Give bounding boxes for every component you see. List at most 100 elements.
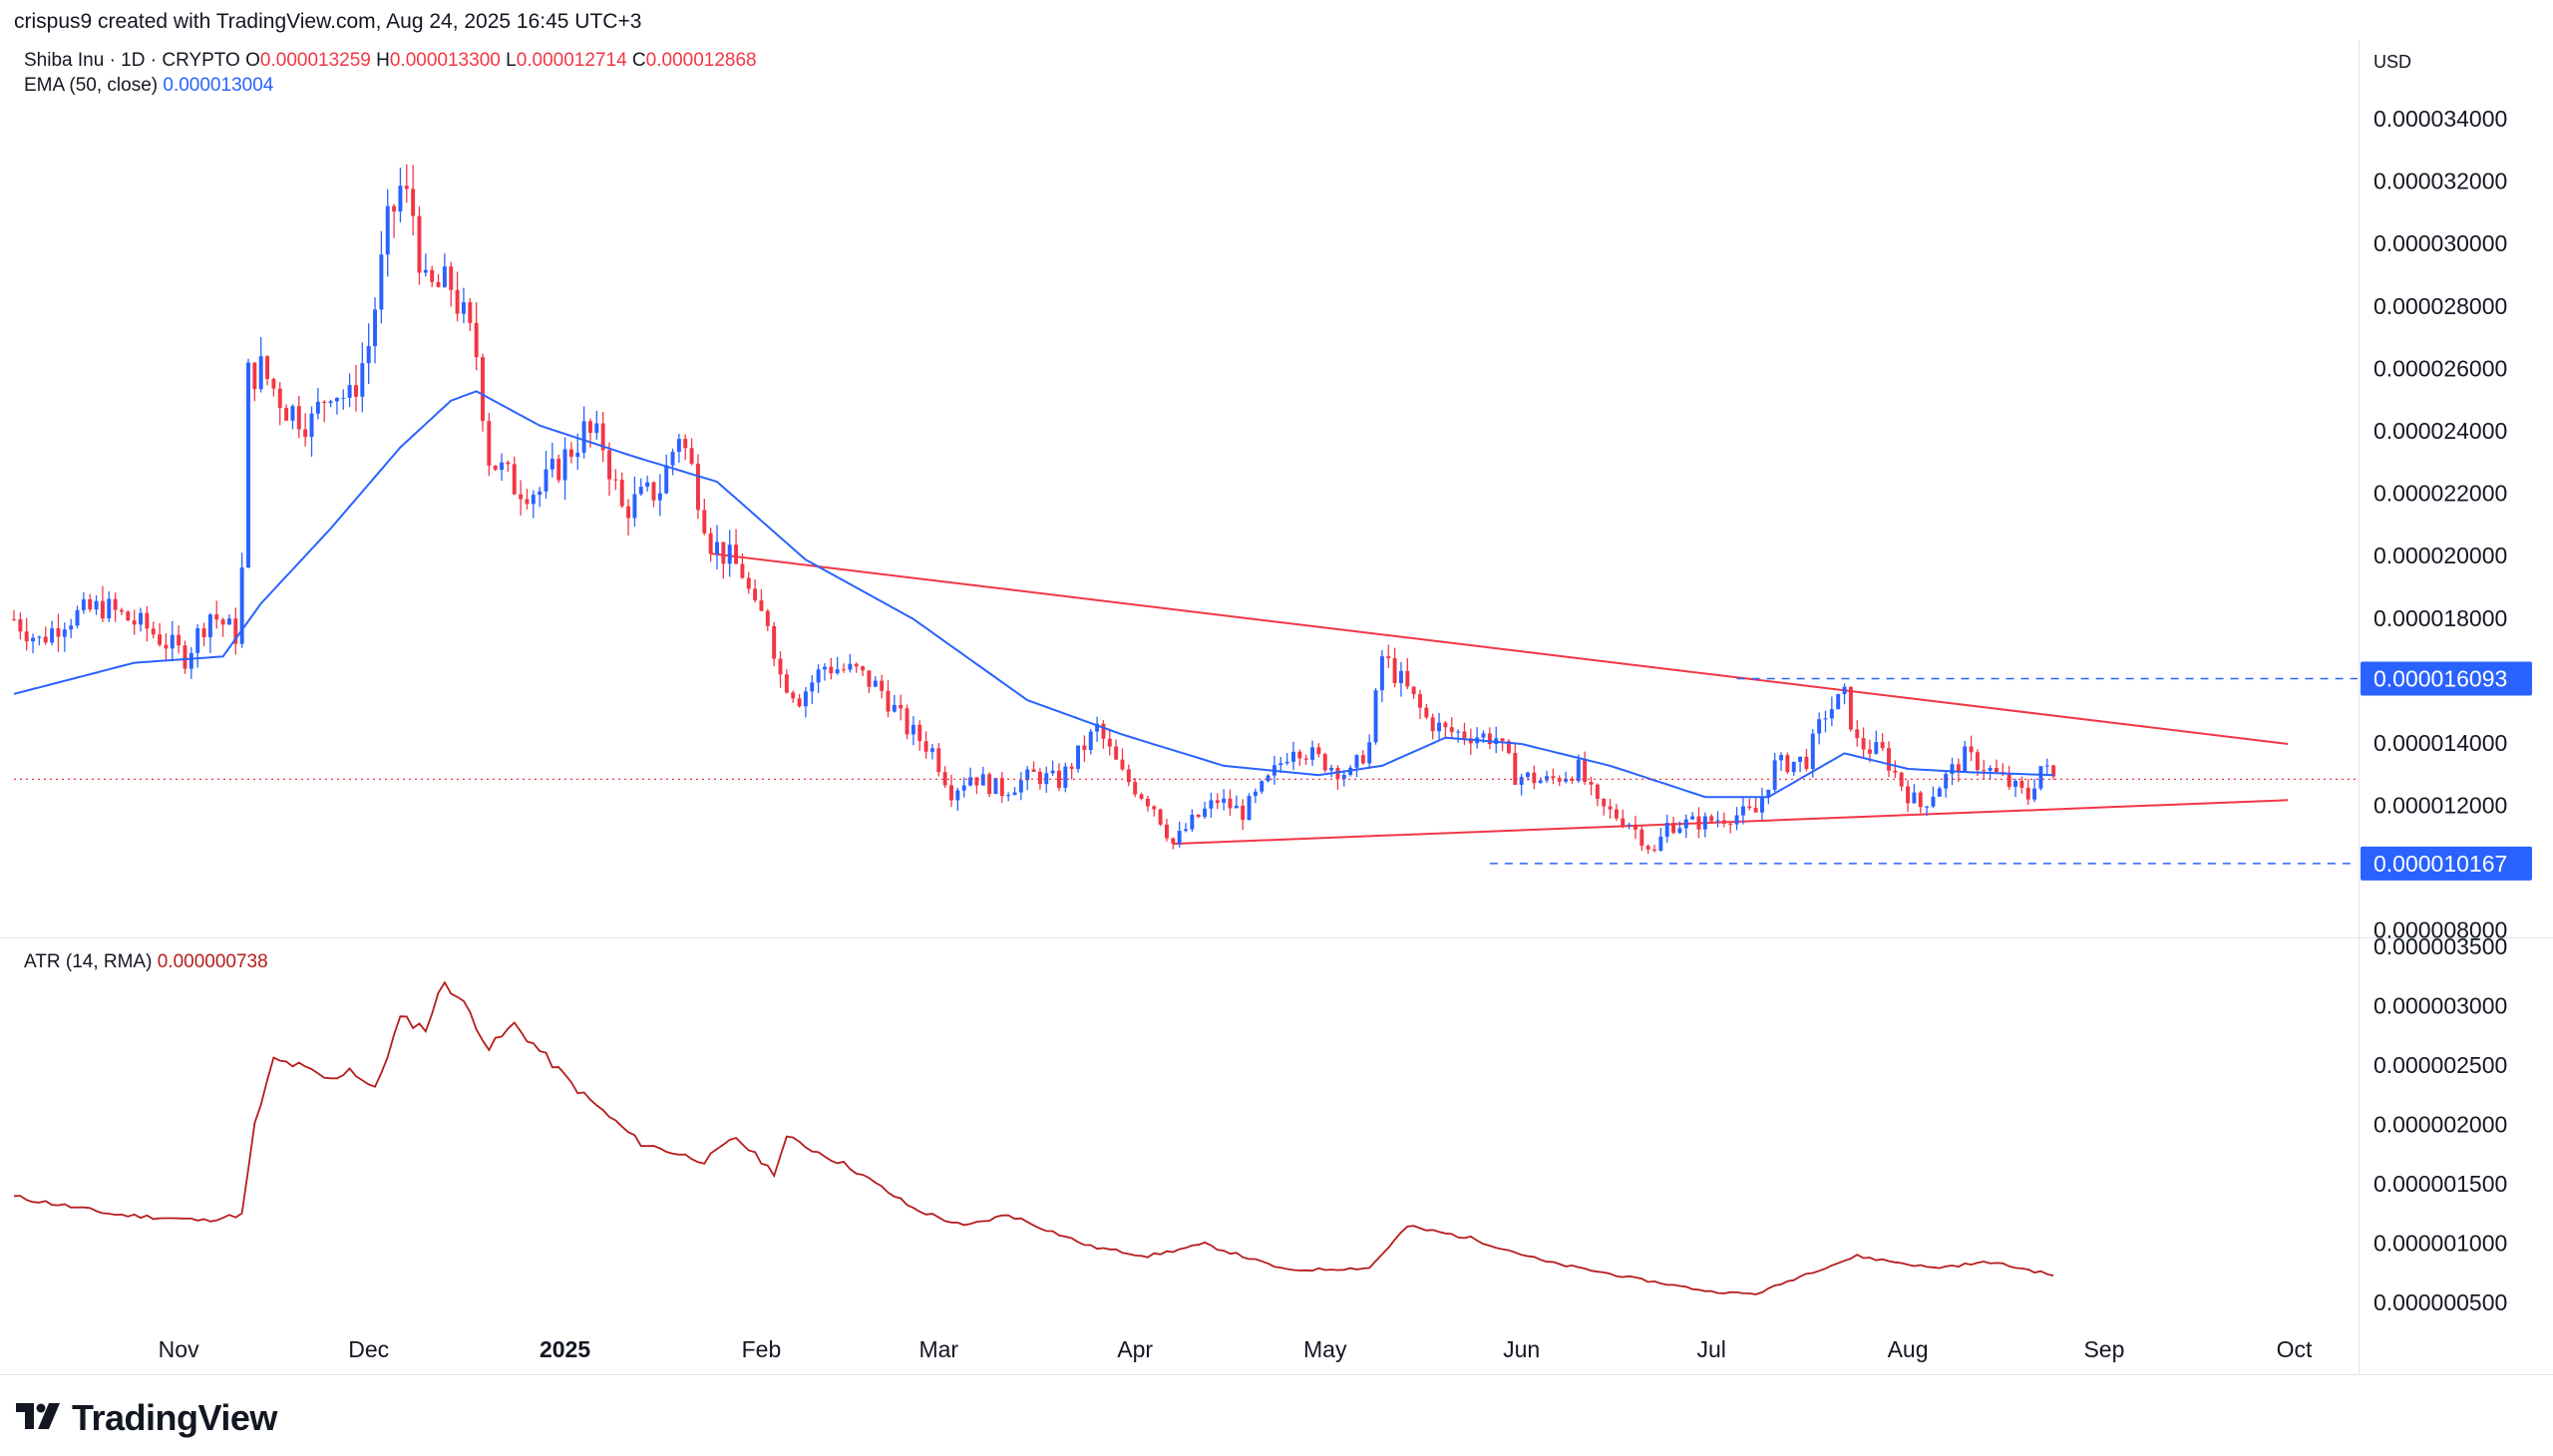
candle-body-2025-06-05[interactable] <box>1545 776 1549 781</box>
candle-body-2025-04-22[interactable] <box>1266 775 1271 782</box>
candle-body-2025-03-14[interactable] <box>1018 780 1023 793</box>
candle-body-2025-08-19[interactable] <box>2019 780 2024 788</box>
candle-body-2025-05-18[interactable] <box>1430 717 1435 732</box>
candle-body-2024-12-20[interactable] <box>487 421 492 466</box>
candle-body-2025-07-12[interactable] <box>1779 755 1783 761</box>
candle-body-2025-08-14[interactable] <box>1988 767 1993 771</box>
candle-body-2025-07-31[interactable] <box>1899 772 1904 787</box>
candle-body-2025-08-01[interactable] <box>1906 786 1911 804</box>
candle-body-2024-10-11[interactable] <box>43 636 48 643</box>
candle-body-2024-10-09[interactable] <box>31 637 36 642</box>
candle-body-2025-07-13[interactable] <box>1785 755 1790 773</box>
candle-body-2024-10-07[interactable] <box>18 619 23 632</box>
candle-body-2025-07-29[interactable] <box>1887 748 1891 771</box>
candle-body-2024-12-18[interactable] <box>474 322 479 358</box>
candle-body-2025-05-12[interactable] <box>1392 658 1397 684</box>
candle-body-2025-03-07[interactable] <box>974 777 979 786</box>
candle-body-2025-03-26[interactable] <box>1095 723 1100 732</box>
candle-body-2025-02-09[interactable] <box>810 682 815 692</box>
candle-body-2025-05-15[interactable] <box>1411 686 1416 695</box>
candle-body-2025-08-12[interactable] <box>1975 752 1980 771</box>
candle-body-2024-12-14[interactable] <box>449 266 454 290</box>
candle-body-2025-03-06[interactable] <box>968 777 973 786</box>
candle-body-2025-08-05[interactable] <box>1931 796 1936 807</box>
candle-body-2025-04-14[interactable] <box>1215 800 1220 804</box>
candle-body-2025-07-18[interactable] <box>1817 719 1822 734</box>
candle-body-2025-06-09[interactable] <box>1570 778 1575 782</box>
candle-body-2025-04-27[interactable] <box>1297 751 1302 759</box>
candle-body-2024-11-23[interactable] <box>315 401 320 414</box>
candle-body-2025-02-27[interactable] <box>923 741 928 752</box>
candle-body-2025-03-28[interactable] <box>1107 738 1112 747</box>
atr-line[interactable] <box>13 980 2054 1295</box>
candle-body-2024-12-24[interactable] <box>512 464 517 495</box>
candle-body-2025-08-04[interactable] <box>1925 806 1930 808</box>
candle-body-2025-05-19[interactable] <box>1437 722 1442 732</box>
candle-body-2025-08-08[interactable] <box>1950 764 1955 775</box>
candle-body-2024-11-09[interactable] <box>226 618 231 625</box>
candle-body-2024-11-20[interactable] <box>296 406 301 430</box>
candle-body-2025-03-02[interactable] <box>942 772 947 786</box>
candle-body-2025-08-03[interactable] <box>1918 792 1923 808</box>
candle-body-2025-06-02[interactable] <box>1526 772 1530 778</box>
candle-body-2025-04-10[interactable] <box>1190 814 1195 830</box>
candle-body-2025-01-05[interactable] <box>588 421 592 434</box>
candle-body-2024-10-10[interactable] <box>37 636 42 638</box>
candle-body-2025-02-12[interactable] <box>829 666 834 674</box>
candle-body-2025-03-05[interactable] <box>961 785 966 791</box>
candle-body-2025-07-09[interactable] <box>1760 797 1764 813</box>
candle-body-2025-02-16[interactable] <box>854 663 859 667</box>
candle-body-2025-07-11[interactable] <box>1772 760 1777 790</box>
candle-body-2025-06-10[interactable] <box>1576 759 1581 782</box>
candle-body-2024-11-12[interactable] <box>246 362 250 568</box>
candle-body-2024-10-27[interactable] <box>145 612 150 629</box>
candle-body-2024-11-10[interactable] <box>233 618 238 644</box>
candle-body-2024-12-16[interactable] <box>461 302 466 314</box>
atr-legend[interactable]: ATR (14, RMA) 0.000000738 <box>24 951 268 973</box>
candle-body-2025-08-20[interactable] <box>2025 787 2030 800</box>
candle-body-2024-10-18[interactable] <box>88 598 93 610</box>
candle-body-2025-06-20[interactable] <box>1640 829 1644 847</box>
candle-body-2025-02-23[interactable] <box>899 704 904 709</box>
candle-body-2025-07-21[interactable] <box>1836 694 1841 710</box>
candle-body-2024-10-22[interactable] <box>113 598 118 610</box>
candle-body-2025-04-30[interactable] <box>1316 747 1321 755</box>
candle-body-2024-11-14[interactable] <box>258 356 263 390</box>
candle-body-2025-01-12[interactable] <box>632 494 637 519</box>
candle-body-2024-10-13[interactable] <box>56 628 61 637</box>
candle-body-2024-11-01[interactable] <box>177 634 182 646</box>
candle-body-2025-08-07[interactable] <box>1944 774 1949 789</box>
candle-body-2025-04-11[interactable] <box>1196 814 1201 818</box>
candle-body-2024-10-19[interactable] <box>94 600 99 610</box>
candle-body-2024-12-08[interactable] <box>411 188 416 216</box>
candle-body-2025-02-25[interactable] <box>911 724 915 735</box>
candle-body-2025-05-08[interactable] <box>1367 742 1372 764</box>
candle-body-2024-10-26[interactable] <box>139 612 143 625</box>
candle-body-2025-03-24[interactable] <box>1082 745 1087 751</box>
candle-body-2024-12-22[interactable] <box>500 462 505 471</box>
candle-body-2025-06-24[interactable] <box>1664 823 1669 838</box>
candle-body-2024-11-21[interactable] <box>303 429 308 438</box>
candle-body-2025-04-17[interactable] <box>1234 805 1239 809</box>
candle-body-2025-02-04[interactable] <box>778 658 783 675</box>
candle-body-2024-12-30[interactable] <box>549 458 554 470</box>
candle-body-2025-07-10[interactable] <box>1766 789 1771 798</box>
candle-body-2025-01-19[interactable] <box>676 439 681 453</box>
candle-body-2024-10-30[interactable] <box>164 644 169 649</box>
candle-body-2025-07-05[interactable] <box>1734 815 1739 825</box>
candle-body-2024-12-27[interactable] <box>531 495 536 505</box>
candle-body-2025-05-09[interactable] <box>1373 690 1378 743</box>
candle-body-2025-04-09[interactable] <box>1184 829 1188 832</box>
candle-body-2025-01-17[interactable] <box>664 465 669 494</box>
candle-body-2025-01-07[interactable] <box>600 423 605 451</box>
candle-body-2025-04-16[interactable] <box>1228 798 1233 809</box>
candle-body-2024-10-06[interactable] <box>12 618 16 620</box>
candle-body-2025-04-15[interactable] <box>1222 798 1227 804</box>
candle-body-2025-01-28[interactable] <box>734 545 739 564</box>
candle-body-2025-05-14[interactable] <box>1405 670 1410 687</box>
candle-body-2025-03-22[interactable] <box>1069 766 1074 769</box>
candle-body-2025-05-31[interactable] <box>1513 752 1518 785</box>
descending-resistance-trendline[interactable] <box>710 552 2289 745</box>
candle-body-2025-02-15[interactable] <box>848 663 853 670</box>
candle-body-2025-05-26[interactable] <box>1481 733 1486 738</box>
